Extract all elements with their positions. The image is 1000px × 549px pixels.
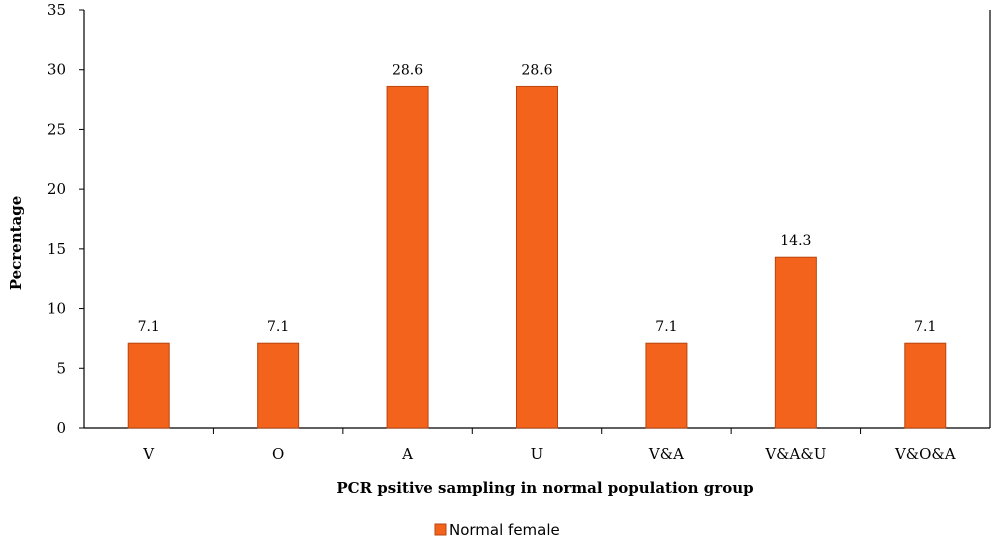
bar-v-a-u <box>774 256 817 429</box>
y-tick-label: 20 <box>47 180 66 198</box>
bar-u <box>516 85 558 429</box>
data-label: 7.1 <box>267 319 289 335</box>
y-tick-label: 5 <box>56 359 66 377</box>
plot-area: 0 5 10 15 20 25 30 35 7.1 V 7.1 O 28.6 A 28.6 U 7.1 V&A 14… <box>47 1 991 463</box>
x-tick-label: O <box>272 445 284 463</box>
y-tick-label: 10 <box>47 300 66 318</box>
bar-v-a <box>645 342 688 429</box>
y-tick-label: 35 <box>47 1 66 19</box>
x-tick-label: V&A&U <box>764 445 826 463</box>
y-tick-label: 0 <box>56 419 66 437</box>
data-label: 14.3 <box>780 233 811 249</box>
bar-a <box>386 85 429 429</box>
x-tick-label: V&O&A <box>894 445 956 463</box>
x-tick-label: V <box>142 445 155 463</box>
legend-swatch-normal-female <box>434 523 447 536</box>
bar-v-o-a <box>904 342 947 429</box>
legend: Normal female <box>434 521 560 539</box>
data-label: 7.1 <box>138 319 160 335</box>
y-axis-title: Pecrentage <box>7 196 25 291</box>
x-tick-label: A <box>401 445 413 463</box>
data-label: 28.6 <box>521 62 552 78</box>
data-label: 28.6 <box>392 62 423 78</box>
y-tick-label: 30 <box>47 61 66 79</box>
data-label: 7.1 <box>655 319 677 335</box>
bar-v <box>127 342 170 429</box>
x-tick-label: V&A <box>648 445 684 463</box>
y-tick-label: 25 <box>47 120 66 138</box>
legend-label-normal-female: Normal female <box>449 521 560 539</box>
bar-o <box>257 342 300 429</box>
x-tick-label: U <box>531 445 544 463</box>
y-tick-label: 15 <box>47 240 66 258</box>
x-axis-title: PCR psitive sampling in normal populatio… <box>336 479 753 497</box>
data-label: 7.1 <box>914 319 936 335</box>
